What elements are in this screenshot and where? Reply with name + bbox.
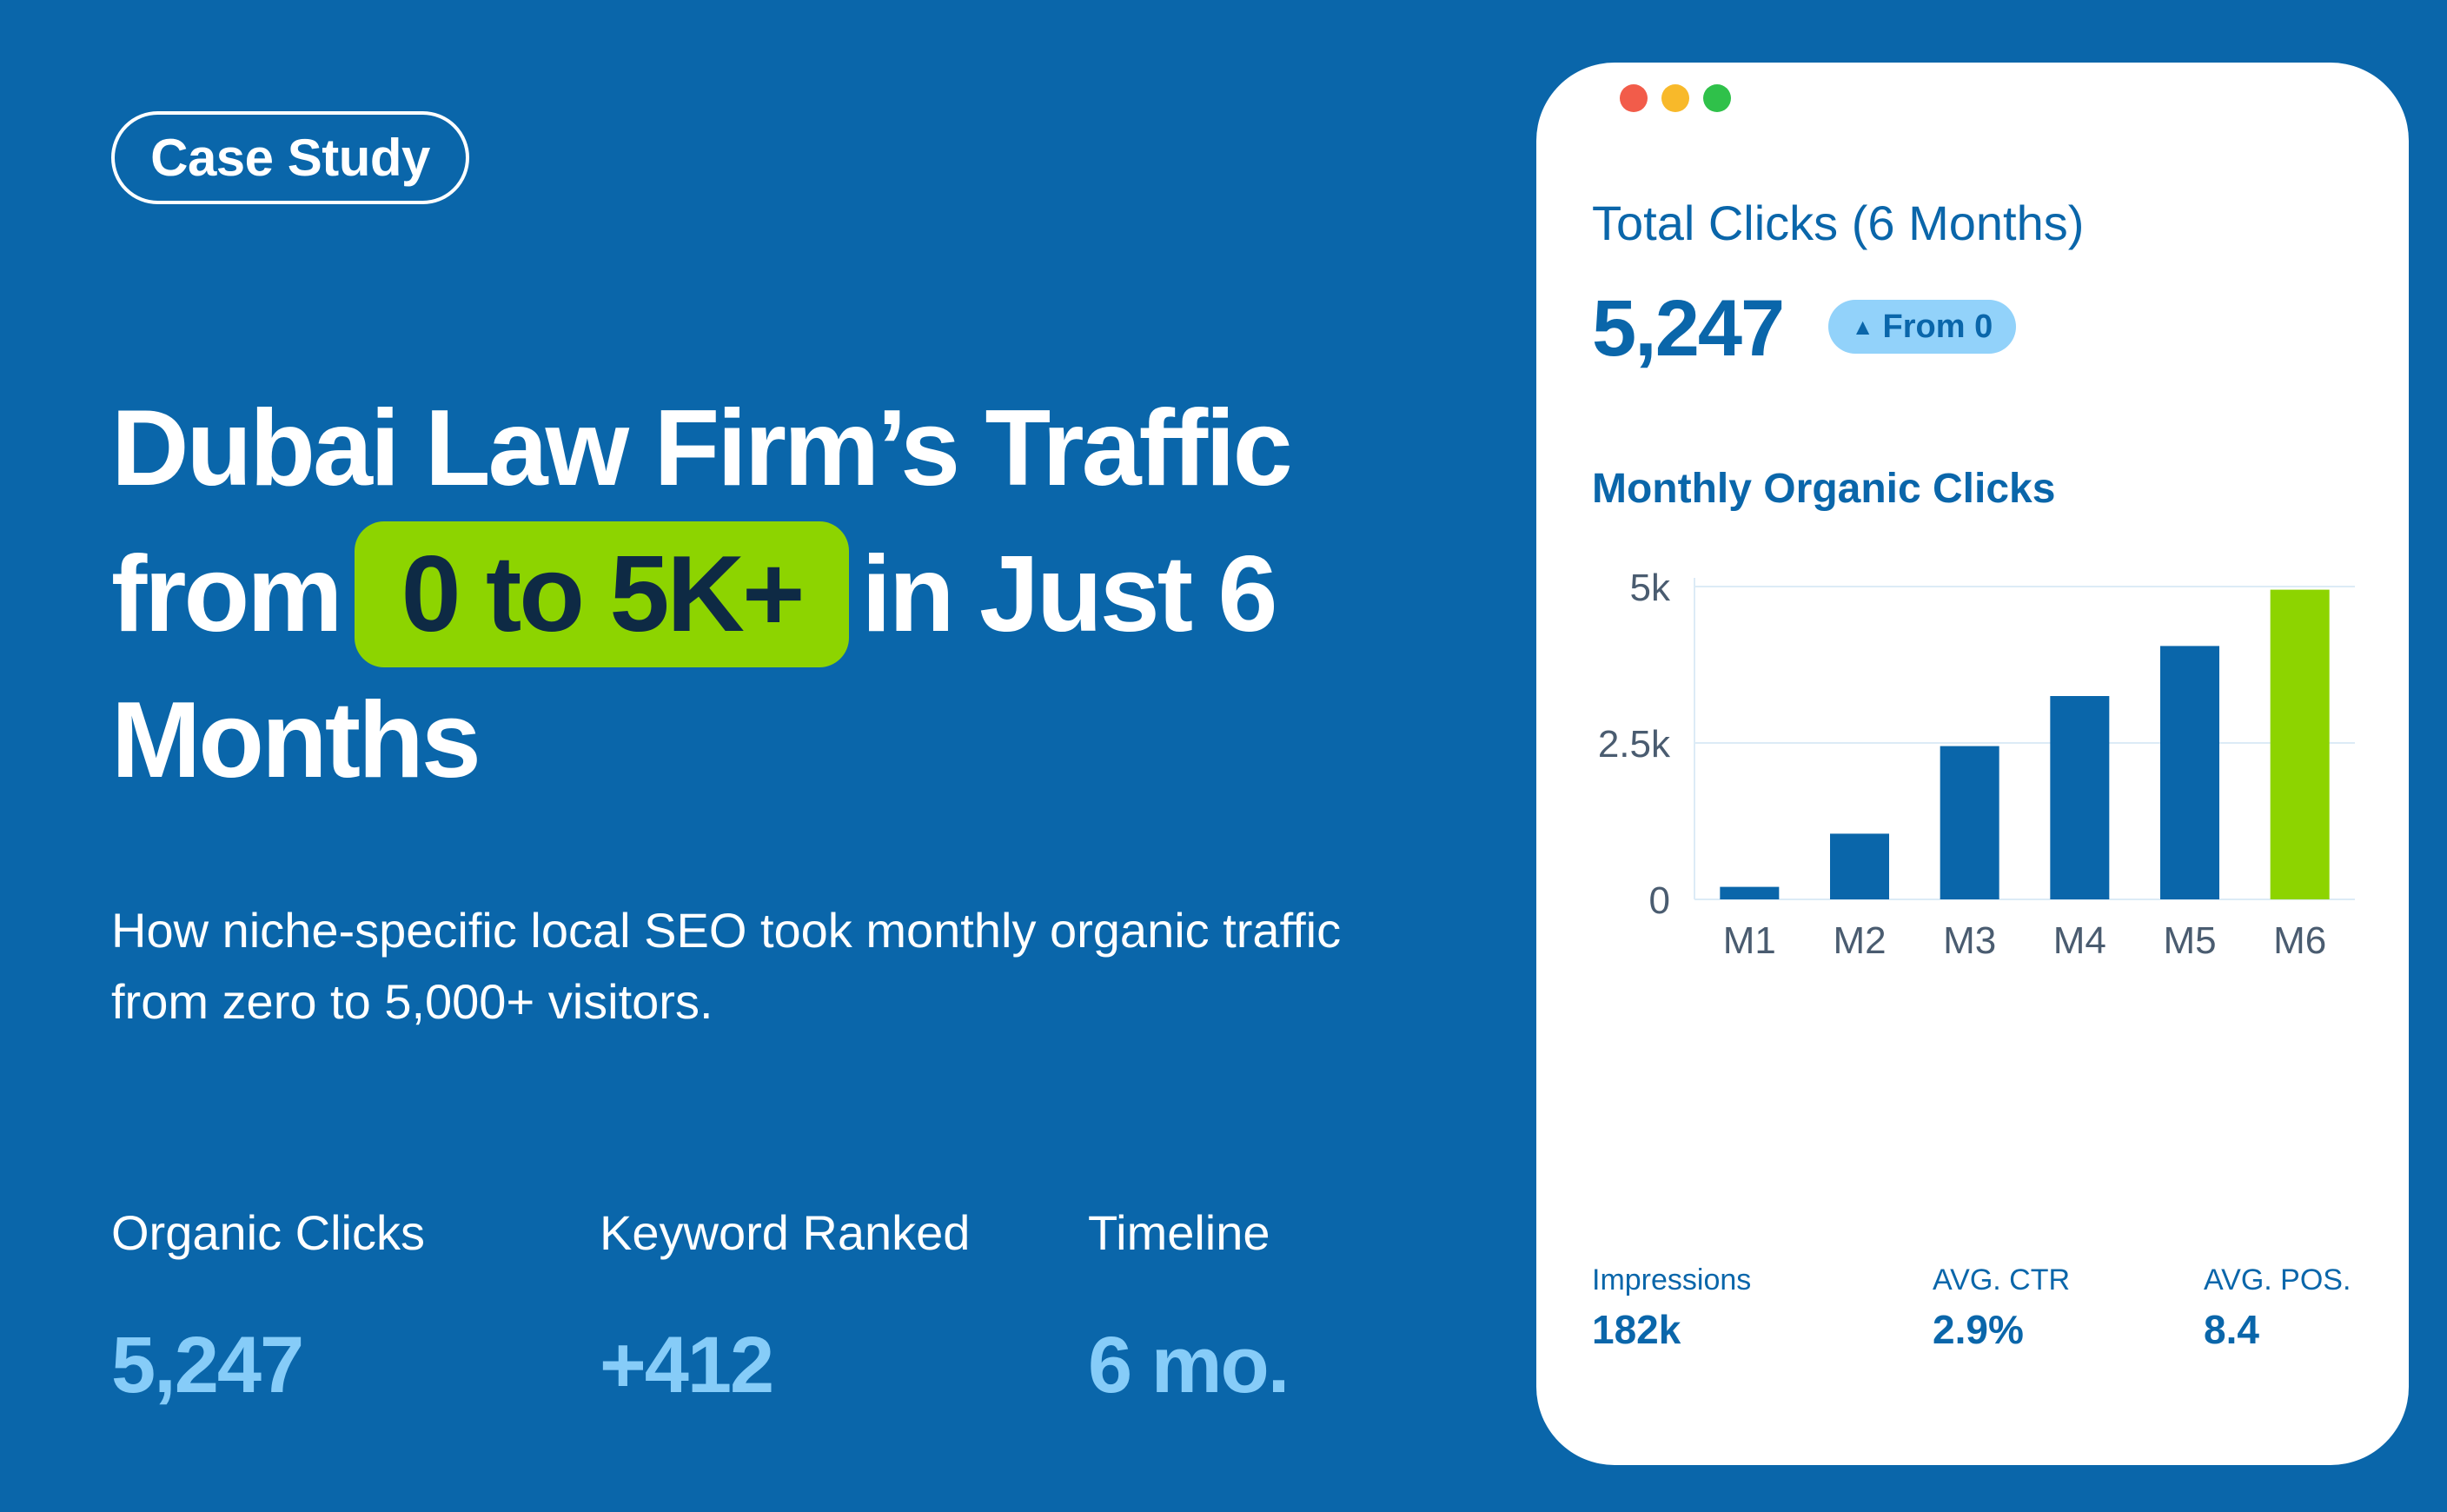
- headline-line-2: from 0 to 5K+ in Just 6: [111, 521, 1502, 667]
- metric-label: Impressions: [1592, 1263, 1752, 1296]
- metric-avg-ctr: AVG. CTR 2.9%: [1933, 1262, 2070, 1354]
- stat-label: Organic Clicks: [111, 1205, 425, 1260]
- x-tick-label: M4: [2053, 919, 2106, 962]
- headline-from: from: [111, 534, 343, 654]
- bar-m6: [2270, 589, 2330, 899]
- stat-value: 6 mo.: [1088, 1321, 1290, 1409]
- x-tick-label: M6: [2273, 919, 2326, 962]
- metric-value: 8.4: [2204, 1307, 2259, 1352]
- headline-in-just: in Just 6: [861, 534, 1277, 654]
- metric-label: AVG. POS.: [2204, 1263, 2351, 1296]
- window-minimize-dot: [1661, 84, 1689, 112]
- metric-value: 2.9%: [1933, 1307, 2024, 1352]
- stat-organic-clicks: Organic Clicks 5,247: [111, 1203, 425, 1413]
- pill-label: From 0: [1882, 308, 1993, 345]
- metric-impressions: Impressions 182k: [1592, 1262, 1751, 1354]
- subtitle-line-1: How niche-specific local SEO took monthl…: [111, 903, 1342, 958]
- total-clicks-value: 5,247: [1592, 284, 1785, 373]
- total-clicks-title: Total Clicks (6 Months): [1592, 196, 2085, 250]
- y-tick-label: 5k: [1630, 567, 1671, 609]
- metric-label: AVG. CTR: [1933, 1263, 2071, 1296]
- stat-keyword-ranked: Keyword Ranked +412: [600, 1203, 970, 1413]
- y-tick-label: 2.5k: [1598, 723, 1671, 766]
- subtitle: How niche-specific local SEO took monthl…: [111, 895, 1519, 1038]
- headline-highlight: 0 to 5K+: [354, 521, 850, 667]
- headline-line-1: Dubai Law Firm’s Traffic: [111, 388, 1293, 508]
- window-maximize-dot: [1703, 84, 1731, 112]
- stat-label: Keyword Ranked: [600, 1205, 971, 1260]
- metric-avg-pos: AVG. POS. 8.4: [2204, 1262, 2351, 1354]
- bar-m1: [1720, 886, 1780, 899]
- x-tick-label: M1: [1723, 919, 1776, 962]
- subtitle-line-2: from zero to 5,000+ visitors.: [111, 974, 713, 1029]
- bar-m4: [2050, 696, 2110, 899]
- stat-timeline: Timeline 6 mo.: [1088, 1203, 1290, 1413]
- y-tick-label: 0: [1649, 879, 1670, 922]
- bar-m2: [1830, 833, 1889, 899]
- metric-value: 182k: [1592, 1307, 1681, 1352]
- window-close-dot: [1620, 84, 1648, 112]
- case-study-badge: Case Study: [111, 111, 469, 204]
- x-tick-label: M5: [2163, 919, 2216, 962]
- triangle-up-icon: ▲: [1851, 313, 1874, 340]
- headline: Dubai Law Firm’s Traffic from 0 to 5K+ in …: [111, 375, 1502, 813]
- stat-label: Timeline: [1088, 1205, 1270, 1260]
- bar-m3: [1940, 746, 1999, 899]
- from-zero-pill: ▲ From 0: [1828, 300, 2016, 354]
- monthly-clicks-chart: 0 2.5k 5k M1 M2 M3 M4 M5 M6: [1598, 567, 2355, 962]
- chart-title: Monthly Organic Clicks: [1592, 466, 2056, 512]
- x-tick-label: M2: [1833, 919, 1886, 962]
- stat-value: 5,247: [111, 1321, 304, 1409]
- x-tick-label: M3: [1943, 919, 1996, 962]
- bar-m5: [2160, 646, 2219, 899]
- headline-line-3: Months: [111, 680, 481, 800]
- stat-value: +412: [600, 1321, 774, 1409]
